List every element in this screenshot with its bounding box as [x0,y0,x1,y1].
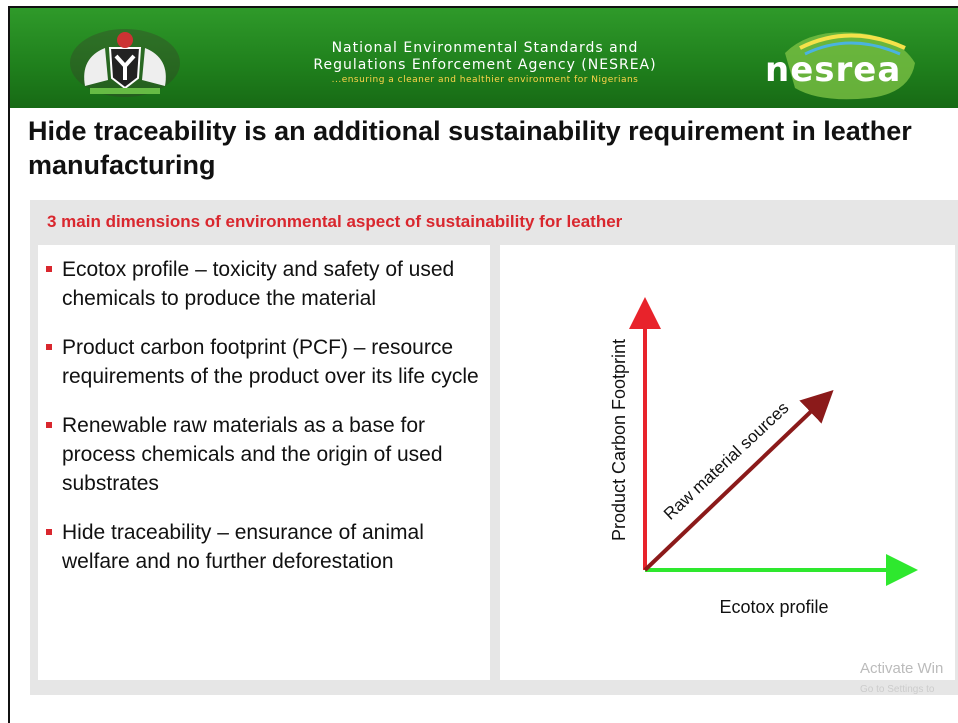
diagram: Product Carbon Footprint Ecotox profile … [609,297,918,617]
bullet: Product carbon footprint (PCF) – resourc… [46,333,480,391]
slide-title: Hide traceability is an additional susta… [28,116,912,180]
y-axis-label: Product Carbon Footprint [609,339,629,541]
logo-text: nesrea [765,50,902,90]
bullet: Renewable raw materials as a base for pr… [46,411,480,498]
agency-line: Regulations Enforcement Agency (NESREA) [313,57,657,73]
diagram-box: Product Carbon Footprint Ecotox profile … [500,245,955,680]
nesrea-map-logo [785,32,915,100]
coat-of-arms [70,29,180,97]
header-banner: National Environmental Standards and Reg… [10,8,958,108]
agency-line: National Environmental Standards and [331,40,639,56]
x-axis-label: Ecotox profile [719,597,828,617]
diagonal-label: Raw material sources [660,398,793,523]
bullet: Hide traceability – ensurance of animal … [46,518,480,576]
header-graphics [70,29,915,100]
bullet: Ecotox profile – toxicity and safety of … [46,255,480,313]
tagline: ...ensuring a cleaner and healthier envi… [331,75,639,85]
subtitle: 3 main dimensions of environmental aspec… [47,212,623,231]
bullet-list: Ecotox profile – toxicity and safety of … [38,245,490,576]
watermark: Go to Settings to [860,684,935,695]
watermark: Activate Win [860,660,944,677]
diagonal-arrow [643,389,834,572]
agency-name: National Environmental Standards and Reg… [210,40,760,86]
frame [8,6,958,723]
bullet-box: Ecotox profile – toxicity and safety of … [38,245,490,680]
